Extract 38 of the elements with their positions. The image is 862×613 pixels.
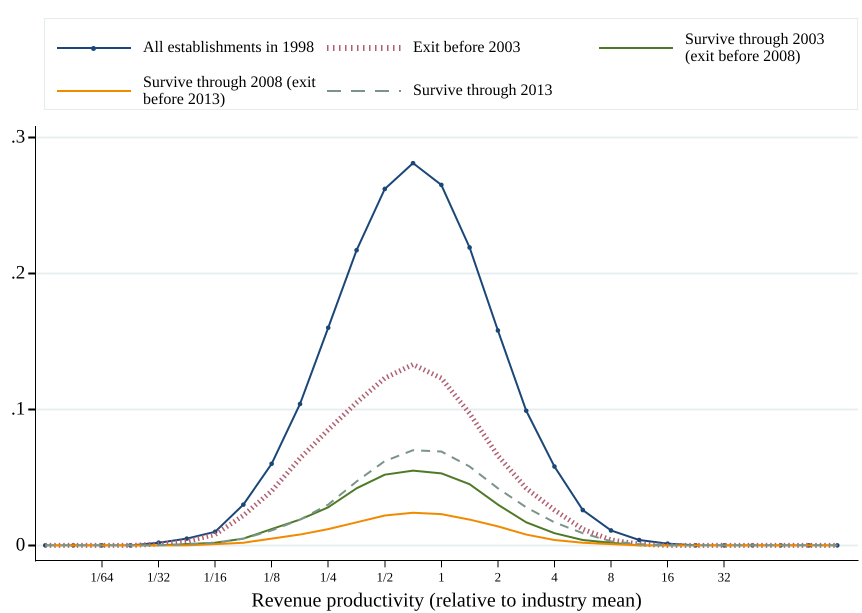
x-tick-label: 32 (718, 570, 731, 585)
point (382, 186, 388, 192)
x-axis-title: Revenue productivity (relative to industry mean) (251, 589, 642, 612)
point (580, 508, 586, 512)
x-tick-label: 4 (551, 570, 558, 585)
legend-label: All establishments in 1998 (143, 39, 314, 56)
x-tick-label: 16 (661, 570, 675, 585)
x-tick-label: 1/32 (146, 570, 170, 585)
legend-label: Survive through 2013 (413, 82, 553, 99)
point (636, 538, 642, 542)
point (439, 182, 444, 188)
point (608, 528, 614, 533)
point (467, 245, 472, 250)
point (326, 325, 331, 330)
point (524, 408, 529, 414)
legend-label: Exit before 2003 (413, 39, 521, 56)
point (410, 160, 416, 166)
point (354, 248, 359, 253)
x-tick-label: 1/8 (263, 570, 280, 585)
point (552, 464, 557, 469)
x-tick-label: 1/16 (204, 570, 228, 585)
y-tick-label: 0 (16, 534, 26, 556)
y-tick-label: .2 (11, 262, 26, 284)
point (496, 328, 500, 333)
x-tick-label: 1/2 (376, 570, 394, 585)
legend-label: Survive through 2008 (exit before 2013) (143, 74, 317, 108)
x-tick-label: 1/64 (90, 570, 114, 585)
line-series (44, 449, 838, 546)
y-tick-label: .3 (11, 126, 26, 148)
point (298, 402, 302, 406)
y-tick-label: .1 (11, 398, 26, 420)
point (269, 462, 274, 466)
x-tick-label: 1 (438, 570, 445, 585)
legend-label: Survive through 2003 (exit before 2008) (685, 30, 826, 64)
x-tick-label: 8 (608, 570, 614, 585)
x-tick-label: 1/4 (320, 570, 338, 585)
x-tick-label: 2 (494, 570, 502, 585)
point (241, 502, 246, 507)
